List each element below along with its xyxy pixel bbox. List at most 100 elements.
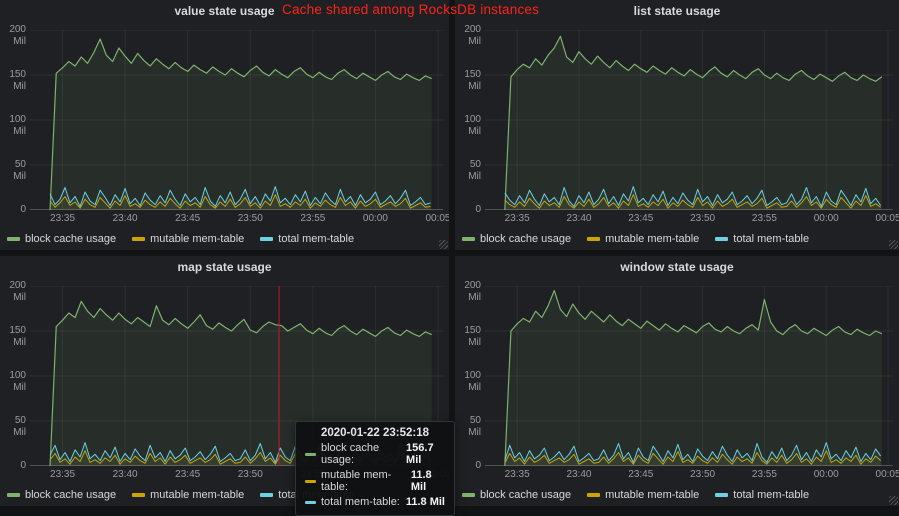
series-line-mutable-mem-table <box>504 194 881 209</box>
legend-item-total-mem-table[interactable]: total mem-table <box>715 233 809 245</box>
legend-label: total mem-table <box>278 232 355 245</box>
x-tick-label: 23:50 <box>237 469 263 480</box>
y-tick-label: 150 Mil <box>464 325 481 348</box>
y-tick-label: 150 Mil <box>9 69 26 92</box>
legend-label: total mem-table <box>733 232 810 245</box>
x-tick-label: 23:50 <box>690 469 716 480</box>
legend-color-swatch <box>260 236 274 241</box>
tooltip-value: 11.8 Mil <box>410 469 432 493</box>
series-area <box>504 186 881 210</box>
x-tick-label: 23:55 <box>751 213 777 224</box>
legend-color-swatch <box>462 492 475 497</box>
y-tick-label: 50 Mil <box>13 159 26 182</box>
y-tick-label: 0 <box>20 204 26 215</box>
legend-label: mutable mem-table <box>150 232 245 245</box>
x-tick-label: 23:50 <box>690 213 716 224</box>
series-line-total-mem-table <box>504 442 882 463</box>
tooltip-row-block-cache-usage: block cache usage: 156.7 Mil <box>305 442 445 466</box>
legend-item-mutable-mem-table[interactable]: mutable mem-table <box>587 233 699 245</box>
legend-color-swatch <box>587 492 601 497</box>
chart-canvas[interactable] <box>485 286 893 466</box>
legend-color-swatch <box>462 236 475 241</box>
legend-item-block-cache-usage[interactable]: block cache usage <box>462 489 571 501</box>
legend-item-mutable-mem-table[interactable]: mutable mem-table <box>132 489 244 501</box>
x-tick-label: 23:50 <box>237 213 263 224</box>
legend-label: mutable mem-table <box>605 488 700 501</box>
panel-title-window-state-usage[interactable]: window state usage <box>620 260 734 274</box>
legend-item-block-cache-usage[interactable]: block cache usage <box>462 233 571 245</box>
panel-title-map-state-usage[interactable]: map state usage <box>177 260 272 274</box>
x-tick-label: 23:45 <box>628 213 654 224</box>
legend: block cache usage mutable mem-table tota… <box>7 231 354 246</box>
series-line-block-cache-usage <box>49 38 432 210</box>
legend-label: block cache usage <box>25 232 117 245</box>
tooltip-color-swatch <box>305 500 316 504</box>
x-tick-label: 23:35 <box>50 469 76 480</box>
series-area <box>50 186 431 210</box>
legend-label: block cache usage <box>480 488 572 501</box>
annotation-text: Cache shared among RocksDB instances <box>282 2 540 17</box>
legend-label: mutable mem-table <box>150 488 245 501</box>
x-axis: 23:35 23:40 23:45 23:50 23:55 00:00 00:05 <box>485 213 899 226</box>
x-tick-label: 00:00 <box>813 469 839 480</box>
series-line-mutable-mem-table <box>504 450 882 465</box>
x-tick-label: 23:40 <box>112 213 138 224</box>
panel-title-value-state-usage[interactable]: value state usage <box>174 4 275 18</box>
graph-tooltip: 2020-01-22 23:52:18 block cache usage: 1… <box>295 421 455 516</box>
panel-list-state-usage: list state usage block cache usage mutab… <box>455 0 899 250</box>
x-tick-label: 23:45 <box>175 213 201 224</box>
tooltip-label: total mem-table: <box>321 496 400 508</box>
y-tick-label: 100 Mil <box>464 114 481 137</box>
time-series-plot[interactable] <box>485 30 893 210</box>
legend-item-block-cache-usage[interactable]: block cache usage <box>7 233 116 245</box>
legend-label: mutable mem-table <box>605 232 700 245</box>
legend-color-swatch <box>7 492 20 497</box>
x-tick-label: 23:35 <box>504 469 530 480</box>
series-area <box>504 290 882 466</box>
legend-color-swatch <box>260 492 274 497</box>
time-series-plot[interactable] <box>485 286 893 466</box>
legend-item-mutable-mem-table[interactable]: mutable mem-table <box>587 489 699 501</box>
panel-title-list-state-usage[interactable]: list state usage <box>633 4 721 18</box>
chart-canvas[interactable] <box>30 30 443 210</box>
series-line-block-cache-usage <box>504 289 883 466</box>
x-tick-label: 23:35 <box>504 213 530 224</box>
y-tick-label: 150 Mil <box>464 69 481 92</box>
series-area <box>50 194 431 210</box>
legend: block cache usage mutable mem-table tota… <box>462 487 809 502</box>
panel-resize-handle[interactable] <box>889 496 898 505</box>
y-tick-label: 200 Mil <box>9 24 26 47</box>
x-tick-label: 23:40 <box>112 469 138 480</box>
y-tick-label: 100 Mil <box>9 114 26 137</box>
legend-item-block-cache-usage[interactable]: block cache usage <box>7 489 116 501</box>
y-tick-label: 200 Mil <box>464 24 481 47</box>
x-tick-label: 00:00 <box>362 213 388 224</box>
series-line-mutable-mem-table <box>49 194 431 209</box>
y-tick-label: 0 <box>475 460 481 471</box>
y-tick-label: 100 Mil <box>9 370 26 393</box>
legend-item-mutable-mem-table[interactable]: mutable mem-table <box>132 233 244 245</box>
y-tick-label: 200 Mil <box>464 280 481 303</box>
chart-canvas[interactable] <box>485 30 893 210</box>
x-tick-label: 00:05 <box>425 213 449 224</box>
legend-item-total-mem-table[interactable]: total mem-table <box>715 489 809 501</box>
time-series-plot[interactable] <box>30 30 443 210</box>
panel-resize-handle[interactable] <box>439 240 448 249</box>
x-tick-label: 23:45 <box>175 469 201 480</box>
legend-color-swatch <box>715 236 729 241</box>
panel-window-state-usage: window state usage block cache usage mut… <box>455 256 899 506</box>
legend-color-swatch <box>7 236 20 241</box>
legend-color-swatch <box>132 492 146 497</box>
tooltip-row-mutable-mem-table: mutable mem-table: 11.8 Mil <box>305 469 445 493</box>
x-tick-label: 00:00 <box>813 213 839 224</box>
panel-resize-handle[interactable] <box>889 240 898 249</box>
legend-label: block cache usage <box>480 232 572 245</box>
x-tick-label: 23:35 <box>50 213 76 224</box>
y-tick-label: 50 Mil <box>13 415 26 438</box>
legend: block cache usage mutable mem-table tota… <box>462 231 809 246</box>
x-tick-label: 23:40 <box>566 213 592 224</box>
legend-item-total-mem-table[interactable]: total mem-table <box>260 233 354 245</box>
y-tick-label: 100 Mil <box>464 370 481 393</box>
series-line-block-cache-usage <box>49 300 432 466</box>
panel-value-state-usage: value state usage block cache usage muta… <box>0 0 449 250</box>
